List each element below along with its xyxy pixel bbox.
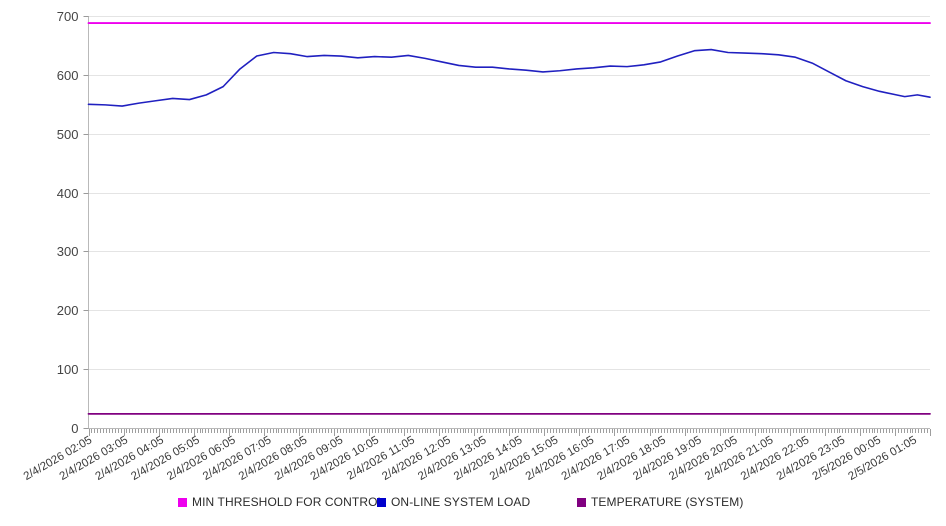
series-line-2 [87,48,931,107]
legend-label: TEMPERATURE (SYSTEM) [591,495,743,509]
y-tick-labels: 0 100 200 300 400 500 600 700 [57,9,79,436]
y-tick-label: 400 [57,186,79,201]
y-tick-label: 700 [57,9,79,24]
y-tick-label: 300 [57,244,79,259]
y-tick-marks [83,16,89,429]
data-series-group [87,22,931,415]
x-minor-tick-marks [89,429,931,436]
y-tick-label: 100 [57,362,79,377]
y-gridlines [88,16,930,370]
y-tick-label: 0 [71,421,78,436]
legend-label: ON-LINE SYSTEM LOAD [391,495,530,509]
legend-label: MIN THRESHOLD FOR CONTROL [192,495,385,509]
y-tick-label: 600 [57,68,79,83]
legend-swatch [577,498,586,507]
legend-swatch [377,498,386,507]
y-axis: 0 100 200 300 400 500 600 700 [57,9,89,436]
y-tick-label: 200 [57,303,79,318]
legend-swatch [178,498,187,507]
chart-legend: MIN THRESHOLD FOR CONTROL ON-LINE SYSTEM … [178,495,743,509]
y-tick-label: 500 [57,127,79,142]
